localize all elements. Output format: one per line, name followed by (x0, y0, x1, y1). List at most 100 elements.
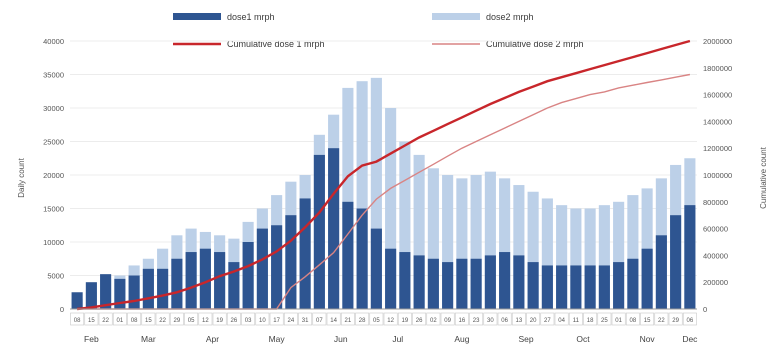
dose2-bar (484, 171, 496, 309)
legend-label-dose2: dose2 mrph (486, 12, 534, 22)
dose1-bar (100, 274, 112, 309)
dose1-bar (370, 228, 382, 309)
month-label: Apr (206, 334, 219, 344)
date-tick-box (326, 312, 341, 326)
x-tick-label: 12 (202, 318, 209, 324)
dose2-bar (499, 178, 511, 309)
date-tick-box (298, 312, 313, 326)
y-tick-label: 20000 (43, 171, 64, 180)
date-tick-box (554, 312, 569, 326)
x-tick-label: 15 (88, 318, 95, 324)
x-tick-label: 19 (402, 318, 409, 324)
date-tick-box (198, 312, 213, 326)
dose2-bar (584, 208, 596, 309)
dose2-bar (556, 205, 568, 309)
cumulative-dose2-line (77, 73, 691, 310)
dose1-bar (85, 282, 97, 309)
month-label: May (269, 334, 286, 344)
x-tick-label: 15 (145, 318, 152, 324)
y2-tick-label: 1200000 (703, 144, 732, 153)
y2-tick-label: 600000 (703, 225, 728, 234)
dose1-bar (399, 252, 411, 309)
dose1-bar (556, 265, 568, 309)
date-tick-box (155, 312, 170, 326)
y-tick-label: 0 (60, 305, 64, 314)
date-tick-box (212, 312, 227, 326)
date-tick-box (340, 312, 355, 326)
x-tick-label: 22 (102, 318, 109, 324)
x-tick-label: 06 (687, 318, 694, 324)
dose1-bar (199, 248, 211, 309)
x-tick-label: 30 (487, 318, 494, 324)
x-tick-label: 11 (573, 318, 580, 324)
date-tick-box (127, 312, 142, 326)
x-tick-label: 14 (330, 318, 337, 324)
date-tick-box (568, 312, 583, 326)
dose1-bar (484, 255, 496, 309)
date-tick-box (226, 312, 241, 326)
dose2-bar (627, 195, 639, 309)
dose1-bar (285, 215, 297, 309)
dose1-bar (385, 248, 397, 309)
dose1-bar (228, 262, 240, 309)
dose1-bar (128, 275, 140, 309)
x-tick-label: 07 (316, 318, 323, 324)
dose1-bar (584, 265, 596, 309)
x-tick-label: 22 (159, 318, 166, 324)
legend-label-dose1: dose1 mrph (227, 12, 275, 22)
y-tick-label: 25000 (43, 138, 64, 147)
x-tick-label: 05 (373, 318, 380, 324)
dose1-bar (513, 255, 525, 309)
legend-label-cum1: Cumulative dose 1 mrph (227, 39, 325, 49)
dose2-bar (385, 108, 397, 309)
dose2-bar (356, 81, 368, 309)
date-tick-box (70, 312, 85, 326)
dose1-bar (356, 208, 368, 309)
x-tick-label: 12 (387, 318, 394, 324)
date-tick-box (483, 312, 498, 326)
y2-tick-label: 200000 (703, 278, 728, 287)
date-tick-box (241, 312, 256, 326)
date-tick-box (597, 312, 612, 326)
y-axis-title: Daily count (17, 157, 26, 197)
y2-tick-label: 1400000 (703, 117, 732, 126)
dose1-bar (271, 225, 283, 309)
y-tick-label: 35000 (43, 71, 64, 80)
dose2-bar (427, 168, 439, 309)
x-tick-label: 29 (174, 318, 181, 324)
date-tick-box (312, 312, 327, 326)
dose1-bar (114, 278, 126, 309)
dose1-bar (413, 255, 425, 309)
dose1-bar (613, 262, 625, 309)
dose1-bar (598, 265, 610, 309)
date-tick-box (269, 312, 284, 326)
dose1-bar (171, 258, 183, 309)
month-label: Oct (576, 334, 590, 344)
date-tick-box (668, 312, 683, 326)
dose1-bar (670, 215, 682, 309)
dose1-bar (684, 205, 696, 309)
date-tick-box (255, 312, 270, 326)
y-tick-label: 10000 (43, 238, 64, 247)
date-tick-box (497, 312, 512, 326)
dose1-bar (470, 258, 482, 309)
y2-tick-label: 1000000 (703, 171, 732, 180)
date-tick-box (654, 312, 669, 326)
date-tick-box (112, 312, 127, 326)
y-tick-label: 30000 (43, 104, 64, 113)
month-label: Nov (640, 334, 656, 344)
x-tick-label: 01 (615, 318, 622, 324)
x-tick-label: 15 (644, 318, 651, 324)
x-tick-label: 02 (430, 318, 437, 324)
date-tick-box (583, 312, 598, 326)
x-tick-label: 26 (231, 318, 238, 324)
dose1-bar (499, 252, 511, 309)
y2-axis-title: Cumulative count (759, 146, 768, 209)
x-tick-label: 08 (630, 318, 637, 324)
date-tick-box (383, 312, 398, 326)
date-tick-box (283, 312, 298, 326)
date-tick-box (469, 312, 484, 326)
dose1-bar (527, 262, 539, 309)
x-tick-label: 29 (672, 318, 679, 324)
